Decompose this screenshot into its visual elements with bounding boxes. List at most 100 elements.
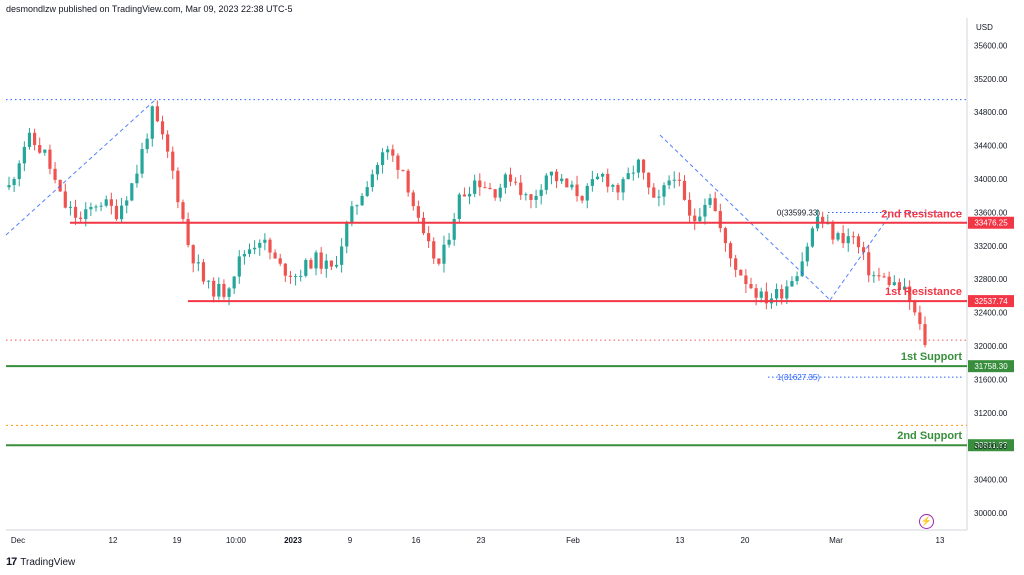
candle-body (652, 187, 656, 198)
candle-body (222, 283, 226, 297)
candle-body (821, 216, 825, 224)
candle-body (851, 236, 855, 238)
candle-body (309, 260, 313, 269)
x-tick-label: 2023 (284, 536, 302, 545)
candle-body (406, 170, 410, 193)
publisher-header: desmondlzw published on TradingView.com,… (6, 4, 293, 14)
fib-label: 0(33599.33) (777, 208, 820, 217)
candle-body (166, 134, 170, 152)
candle-body (780, 289, 784, 299)
y-tick-label: 34000.00 (974, 175, 1008, 184)
x-tick-label: 16 (412, 536, 421, 545)
candle-body (237, 256, 241, 277)
candle-body (759, 291, 763, 298)
y-tick-label: 34800.00 (974, 108, 1008, 117)
candle-body (677, 179, 681, 181)
x-tick-label: 20 (741, 536, 750, 545)
candle-body (27, 132, 32, 147)
y-tick-label: 31600.00 (974, 375, 1008, 384)
candle-body (483, 187, 487, 189)
candle-body (350, 206, 354, 224)
level-label: 1st Support (901, 351, 962, 363)
candle-body (427, 233, 431, 242)
candle-body (524, 194, 528, 196)
candle-body (713, 198, 717, 212)
candle-body (206, 280, 211, 282)
trend-diagonal (5, 99, 156, 236)
candle-body (125, 200, 129, 206)
level-label: 2nd Support (897, 430, 962, 442)
candle-body (488, 187, 492, 190)
candle-body (595, 176, 600, 180)
candle-body (723, 228, 728, 244)
fib-label: 1(31627.35) (777, 373, 820, 382)
candle-body (319, 252, 323, 269)
candle-body (135, 173, 139, 184)
candle-body (48, 149, 52, 169)
tradingview-logo-icon: 17 (6, 556, 17, 568)
candle-body (529, 194, 533, 200)
candle-body (324, 260, 328, 269)
y-tick-label: 33600.00 (974, 208, 1008, 217)
candle-body (739, 269, 743, 276)
candle-body (616, 184, 620, 193)
price-tag (968, 439, 1014, 452)
candle-body (160, 121, 165, 135)
candle-body (861, 247, 866, 253)
candle-body (375, 164, 380, 175)
candle-body (114, 205, 119, 220)
candle-body (585, 185, 589, 201)
lightning-icon[interactable]: ⚡ (919, 514, 934, 529)
candle-body (442, 244, 446, 264)
candle-body (99, 205, 103, 207)
y-tick-label: 34400.00 (974, 142, 1008, 151)
y-tick-label: 31200.00 (974, 409, 1008, 418)
candle-body (560, 178, 564, 182)
candle-body (278, 258, 282, 264)
y-tick-label: 30800.00 (974, 442, 1008, 451)
candle-body (73, 206, 78, 218)
candle-body (897, 282, 902, 290)
candle-body (703, 204, 707, 217)
candle-body (508, 174, 513, 182)
candle-body (641, 159, 646, 173)
candle-body (734, 258, 738, 270)
candle-body (416, 206, 420, 218)
candle-body (626, 173, 630, 180)
candle-body (657, 196, 661, 198)
candle-body (503, 174, 507, 188)
candle-body (841, 233, 845, 244)
candle-body (365, 187, 369, 196)
candle-body (268, 239, 272, 253)
candle-body (795, 276, 799, 282)
candle-body (606, 173, 610, 187)
candle-body (196, 262, 200, 264)
y-tick-label: 32000.00 (974, 342, 1008, 351)
candle-body (68, 206, 73, 208)
candle-body (892, 282, 896, 286)
candle-body (12, 179, 16, 186)
candle-body (682, 180, 687, 200)
candle-body (672, 179, 676, 181)
candle-body (667, 180, 671, 186)
candle-body (186, 219, 190, 246)
candle-body (749, 284, 753, 289)
candle-body (856, 236, 861, 248)
price-tag-label: 30811.83 (975, 441, 1008, 450)
candle-body (227, 288, 231, 297)
x-tick-label: 19 (173, 536, 182, 545)
currency-label: USD (976, 23, 993, 32)
candle-body (728, 243, 733, 259)
candle-body (181, 202, 185, 220)
level-label: 2nd Resistance (881, 209, 962, 221)
candle-body (340, 246, 344, 265)
candle-body (232, 276, 236, 289)
candle-body (396, 155, 400, 170)
candle-body (744, 275, 748, 285)
candle-body (63, 191, 67, 208)
candle-body (493, 189, 497, 198)
price-tag (968, 295, 1014, 308)
x-tick-label: 13 (676, 536, 685, 545)
y-tick-label: 30000.00 (974, 509, 1008, 518)
